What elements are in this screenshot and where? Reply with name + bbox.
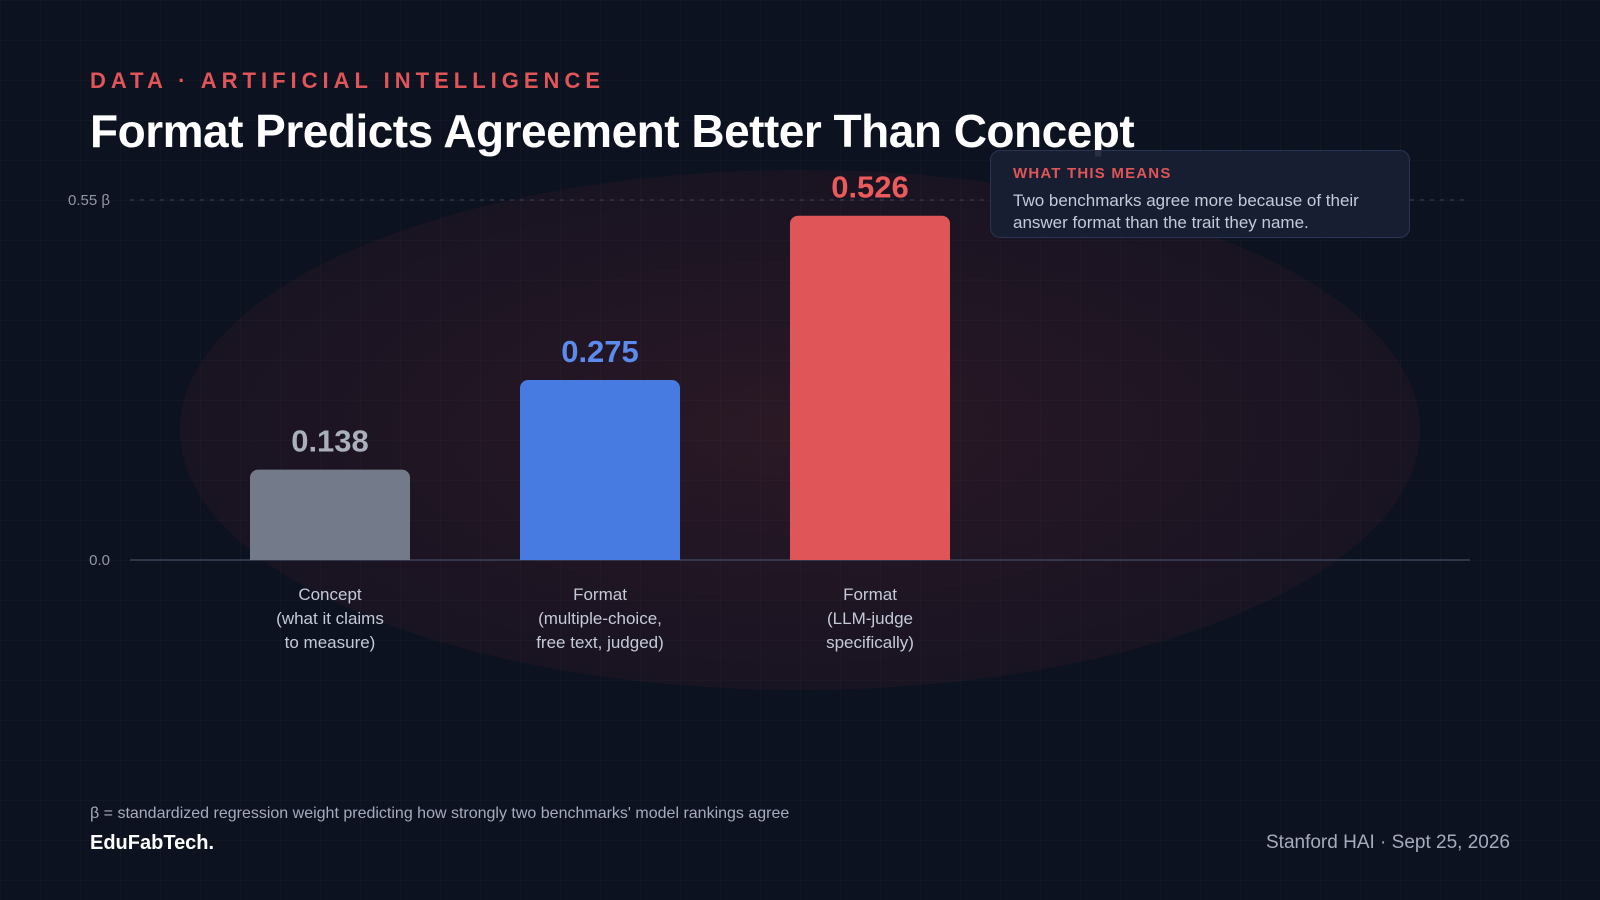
footnote: β = standardized regression weight predi… [90, 805, 790, 822]
bar-base [250, 550, 410, 560]
category-label: to measure) [285, 633, 376, 652]
bar [250, 469, 410, 560]
callout-heading: WHAT THIS MEANS [1013, 165, 1172, 182]
bar [790, 215, 950, 560]
bar-base [520, 550, 680, 560]
brand-logo: EduFabTech. [90, 832, 215, 854]
source-date: Stanford HAI · Sept 25, 2026 [1266, 832, 1510, 853]
bar-base [790, 550, 950, 560]
y-tick-label: 0.0 [89, 552, 110, 569]
category-label: (LLM-judge [827, 609, 913, 628]
callout-body: Two benchmarks agree more because of the… [1013, 191, 1359, 232]
bar-value-label: 0.526 [831, 170, 909, 205]
category-label: (multiple-choice, [538, 609, 662, 628]
category-label: (what it claims [276, 609, 384, 628]
bar-value-label: 0.138 [291, 424, 369, 459]
eyebrow-label: DATA · ARTIFICIAL INTELLIGENCE [90, 68, 606, 93]
callout-box: WHAT THIS MEANS Two benchmarks agree mor… [990, 150, 1410, 238]
y-tick-label: 0.55 β [68, 192, 110, 209]
category-label: Format [573, 585, 627, 604]
category-label: Format [843, 585, 897, 604]
category-label: specifically) [826, 633, 914, 652]
bar-value-label: 0.275 [561, 334, 639, 369]
bar [520, 380, 680, 560]
category-label: free text, judged) [536, 633, 664, 652]
chart-title: Format Predicts Agreement Better Than Co… [90, 105, 1135, 157]
category-label: Concept [298, 585, 362, 604]
